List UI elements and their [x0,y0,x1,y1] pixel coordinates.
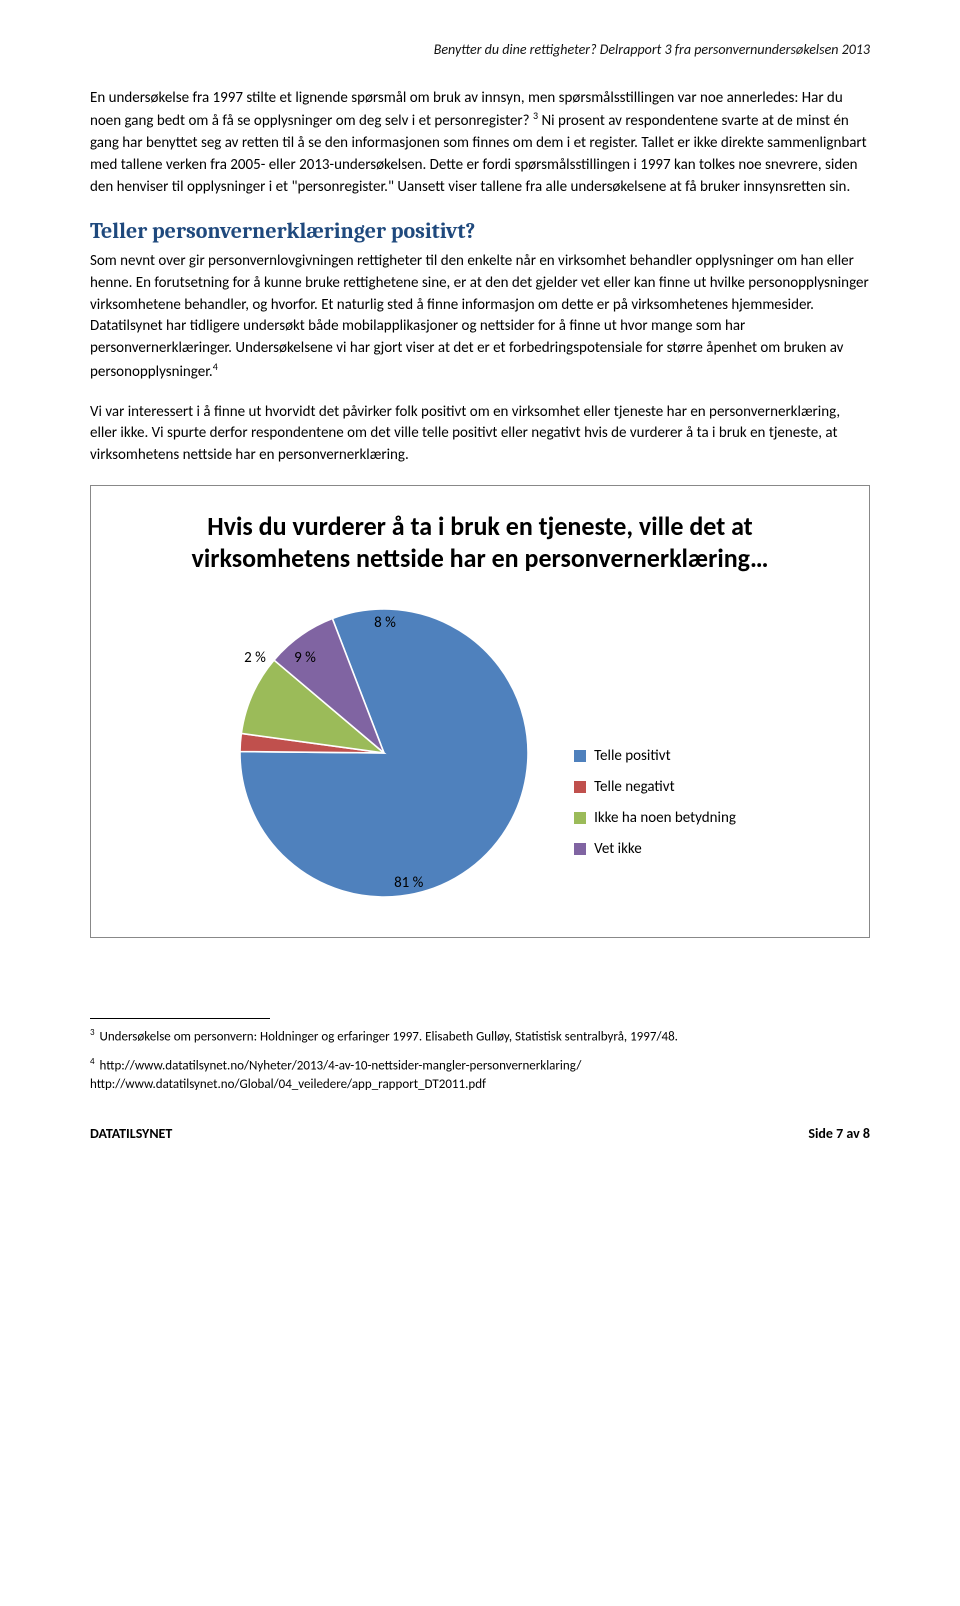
paragraph-2: Som nevnt over gir personvernlovgivninge… [90,251,870,384]
legend-label: Vet ikke [594,839,642,860]
pie-data-label: 9 % [294,648,316,669]
chart-legend: Telle positivt Telle negativt Ikke ha noen… [574,746,736,860]
legend-swatch [574,750,586,762]
page-header: Benytter du dine rettigheter? Delrapport… [90,40,870,60]
chart-title: Hvis du vurderer å ta i bruk en tjeneste… [151,510,809,575]
legend-swatch [574,843,586,855]
footnote-num-4: 4 [90,1056,95,1067]
footnote-separator [90,1018,270,1019]
pie-wrap: 81 % 2 % 9 % 8 % [224,593,544,913]
legend-item: Ikke ha noen betydning [574,808,736,829]
footnote-4b-text: http://www.datatilsynet.no/Global/04_vei… [90,1077,486,1092]
section-heading: Teller personvernerklæringer positivt? [90,216,870,247]
paragraph-1: En undersøkelse fra 1997 stilte et ligne… [90,88,870,199]
paragraph-3: Vi var interessert i å finne ut hvorvidt… [90,402,870,467]
chart-body: 81 % 2 % 9 % 8 % Telle positivt Telle negati… [111,593,849,913]
pie-data-label: 8 % [374,613,396,634]
pie-chart-container: Hvis du vurderer å ta i bruk en tjeneste… [90,485,870,938]
legend-label: Telle positivt [594,746,671,767]
footnote-3-text: Undersøkelse om personvern: Holdninger o… [100,1029,678,1044]
legend-label: Telle negativt [594,777,675,798]
legend-swatch [574,781,586,793]
footnote-num-3: 3 [90,1027,95,1038]
legend-swatch [574,812,586,824]
legend-item: Telle negativt [574,777,736,798]
footnote-3: 3 Undersøkelse om personvern: Holdninger… [90,1027,870,1047]
pie-data-label: 2 % [244,648,266,669]
footnote-4: 4 http://www.datatilsynet.no/Nyheter/201… [90,1056,870,1094]
legend-item: Telle positivt [574,746,736,767]
footer-left: DATATILSYNET [90,1124,172,1144]
pie-svg [224,593,544,913]
pie-data-label: 81 % [394,873,423,894]
page-footer: DATATILSYNET Side 7 av 8 [90,1124,870,1144]
legend-item: Vet ikke [574,839,736,860]
footnote-4a-text: http://www.datatilsynet.no/Nyheter/2013/… [100,1059,582,1074]
legend-label: Ikke ha noen betydning [594,808,736,829]
footnote-ref-4: 4 [213,360,218,373]
footer-right: Side 7 av 8 [808,1124,870,1144]
paragraph-2a-text: Som nevnt over gir personvernlovgivninge… [90,252,869,381]
